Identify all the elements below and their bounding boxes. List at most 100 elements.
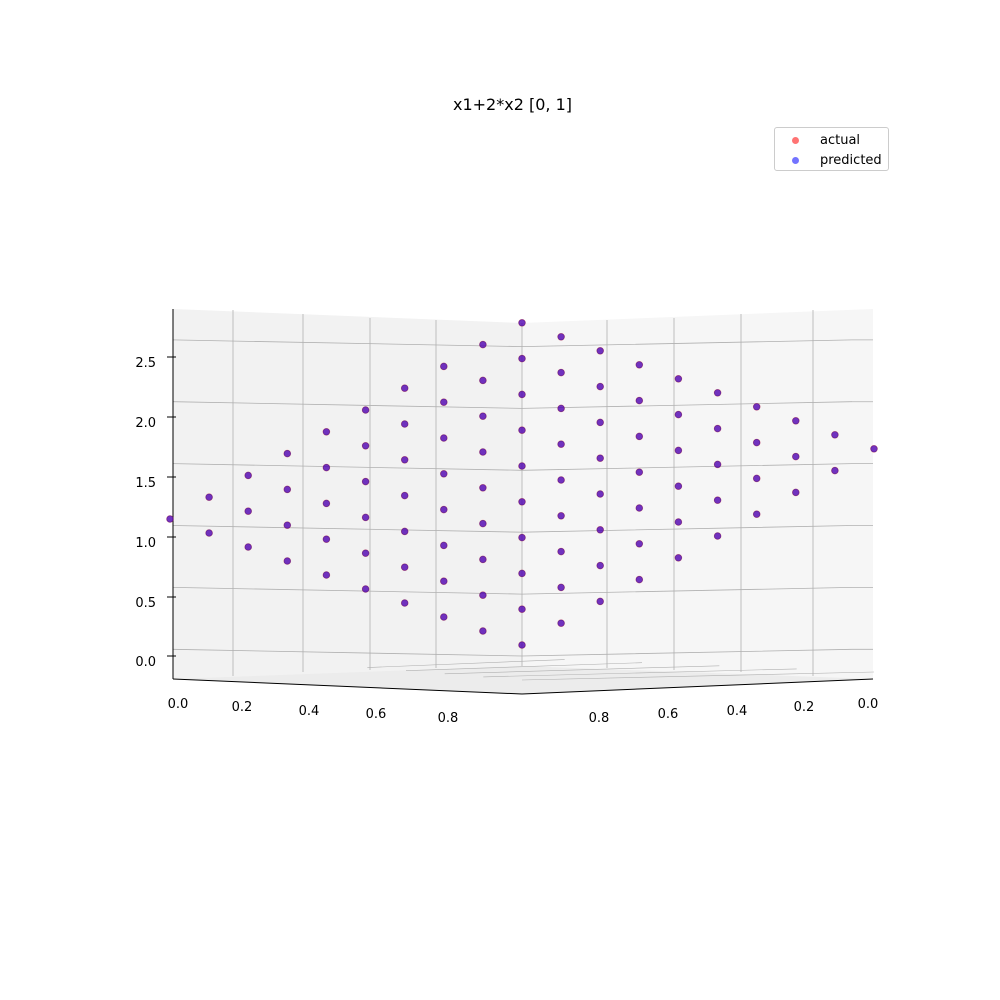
predicted-point <box>596 454 604 462</box>
predicted-point <box>596 526 604 534</box>
predicted-point <box>713 460 722 469</box>
y-tick-label: 0.0 <box>858 697 879 712</box>
predicted-point <box>479 484 487 492</box>
floor-gridline <box>405 662 643 671</box>
predicted-marker-icon <box>792 156 799 164</box>
predicted-point <box>283 521 291 529</box>
predicted-point <box>440 541 448 550</box>
predicted-point <box>674 446 683 455</box>
predicted-point <box>635 575 643 584</box>
predicted-point <box>792 488 800 497</box>
chart-title: x1+2*x2 [0, 1] <box>453 95 572 114</box>
right-pane <box>522 309 873 694</box>
predicted-point <box>322 428 331 436</box>
predicted-point <box>283 485 291 494</box>
predicted-point <box>596 418 604 427</box>
predicted-point <box>479 627 487 635</box>
predicted-point <box>479 519 487 528</box>
z-tick-label: 2.0 <box>135 416 156 431</box>
predicted-point <box>401 420 409 428</box>
predicted-point <box>244 507 252 515</box>
x-tick-label: 0.6 <box>366 707 387 722</box>
predicted-point <box>322 571 331 579</box>
predicted-point <box>401 384 409 392</box>
predicted-point <box>557 440 565 448</box>
predicted-point <box>518 462 526 470</box>
predicted-point <box>322 499 331 508</box>
predicted-point <box>440 506 448 514</box>
predicted-point <box>557 512 565 520</box>
predicted-point <box>440 470 448 478</box>
x-tick-label: 0.2 <box>232 700 253 715</box>
legend-label-predicted: predicted <box>820 152 882 168</box>
predicted-point <box>713 532 722 540</box>
legend-label-actual: actual <box>820 132 861 148</box>
x-axis-line <box>172 678 523 695</box>
predicted-point <box>322 464 331 472</box>
predicted-point <box>518 355 526 363</box>
y-tick-label: 0.8 <box>589 711 610 726</box>
predicted-point <box>518 605 526 613</box>
predicted-point <box>479 591 487 599</box>
predicted-point <box>479 448 487 456</box>
y-tick-label: 0.6 <box>658 707 679 722</box>
tick-labels: 0.0 0.5 1.0 1.5 2.0 2.5 0.0 0.2 0.4 0.6 0.8 0.0 0.2 0… <box>135 356 878 726</box>
predicted-point <box>518 641 526 649</box>
predicted-point <box>322 535 331 543</box>
floor-gridline <box>483 668 797 678</box>
predicted-point <box>674 554 683 562</box>
predicted-point <box>166 515 174 523</box>
predicted-point <box>596 490 604 498</box>
y-tick-label: 0.2 <box>794 700 815 715</box>
z-tick-label: 1.5 <box>135 476 156 491</box>
predicted-point <box>205 529 213 537</box>
predicted-point <box>674 375 683 383</box>
predicted-point <box>244 471 252 480</box>
predicted-point <box>440 434 448 442</box>
predicted-point <box>635 540 643 548</box>
predicted-point <box>753 439 761 447</box>
predicted-point <box>557 404 565 413</box>
predicted-point <box>518 533 526 542</box>
predicted-point <box>557 619 565 627</box>
predicted-point <box>831 467 839 475</box>
y-tick-label: 0.4 <box>727 704 748 719</box>
x-tick-label: 0.8 <box>438 711 459 726</box>
axes <box>167 309 874 695</box>
predicted-point <box>753 403 761 411</box>
predicted-point <box>440 362 448 371</box>
z-tick-label: 1.0 <box>135 536 156 551</box>
predicted-point <box>479 341 487 349</box>
predicted-point <box>440 398 448 406</box>
predicted-point <box>674 482 683 490</box>
predicted-point <box>362 478 370 486</box>
x-tick-label: 0.4 <box>299 704 320 719</box>
predicted-point <box>596 597 604 606</box>
predicted-point <box>713 389 722 397</box>
predicted-point <box>518 498 526 506</box>
predicted-point <box>401 563 409 571</box>
predicted-point <box>596 347 604 355</box>
predicted-point <box>283 557 291 565</box>
floor-gridline <box>367 659 565 668</box>
predicted-point <box>440 577 448 585</box>
z-tick-label: 0.0 <box>135 655 156 670</box>
predicted-point <box>479 412 487 420</box>
z-tick-label: 0.5 <box>135 596 156 611</box>
predicted-point <box>557 547 565 556</box>
predicted-point <box>362 549 370 557</box>
predicted-point <box>401 492 409 500</box>
predicted-point <box>205 493 213 501</box>
predicted-point <box>713 425 722 433</box>
predicted-point <box>557 333 565 341</box>
floor-gridline <box>444 665 720 675</box>
predicted-point <box>401 527 409 536</box>
actual-marker-icon <box>792 136 799 144</box>
predicted-point <box>518 319 526 327</box>
predicted-point <box>635 432 643 441</box>
predicted-point <box>713 496 722 504</box>
predicted-point <box>283 450 291 458</box>
predicted-point <box>362 442 370 450</box>
predicted-point <box>635 361 643 369</box>
legend-item-actual: actual <box>775 130 860 150</box>
